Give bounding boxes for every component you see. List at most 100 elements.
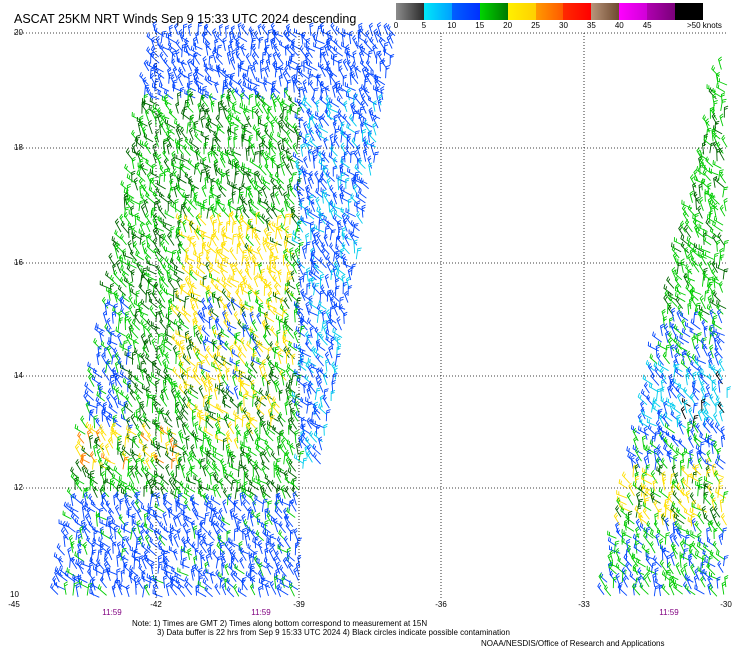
- wind-barb: [294, 400, 300, 414]
- wind-barb: [317, 62, 327, 71]
- wind-barb: [328, 71, 337, 85]
- wind-barb: [148, 105, 158, 115]
- wind-barb: [256, 101, 264, 114]
- wind-barb: [62, 520, 69, 535]
- wind-barb: [166, 124, 175, 135]
- wind-barb: [261, 23, 269, 36]
- wind-barb: [164, 209, 175, 219]
- wind-barb: [250, 529, 258, 541]
- wind-barb: [136, 134, 141, 147]
- wind-barb: [333, 114, 338, 126]
- wind-barb: [81, 504, 87, 520]
- wind-barb: [183, 23, 188, 37]
- wind-barb: [80, 454, 90, 464]
- wind-barb: [200, 312, 210, 324]
- wind-barb: [249, 157, 261, 169]
- wind-barb: [141, 555, 147, 570]
- wind-barb: [269, 341, 275, 353]
- wind-barb: [342, 281, 348, 295]
- wind-barb: [315, 196, 322, 211]
- wind-barb: [650, 372, 660, 386]
- wind-barb: [229, 274, 240, 283]
- wind-barb: [169, 523, 181, 534]
- wind-barb: [92, 525, 104, 535]
- wind-barb: [319, 395, 324, 408]
- wind-barb: [326, 261, 333, 276]
- wind-barb: [283, 87, 292, 101]
- wind-barb: [325, 220, 334, 233]
- wind-barb: [381, 57, 388, 70]
- wind-barb: [353, 130, 360, 142]
- wind-barb: [124, 435, 130, 449]
- wind-barb: [84, 513, 92, 527]
- wind-barb: [207, 378, 213, 393]
- wind-barb: [151, 394, 161, 406]
- wind-barb: [75, 459, 82, 472]
- wind-barb: [283, 535, 291, 549]
- wind-barb: [113, 347, 121, 360]
- wind-barb: [176, 392, 183, 407]
- wind-barb: [80, 498, 87, 512]
- wind-barb: [164, 450, 174, 462]
- wind-barb: [308, 207, 320, 219]
- wind-barb: [348, 113, 357, 127]
- wind-barb: [85, 401, 91, 415]
- wind-barb: [99, 518, 112, 528]
- lat-label-10: 10: [10, 590, 19, 599]
- wind-barb: [187, 388, 199, 399]
- wind-barb: [149, 537, 158, 548]
- wind-barb: [713, 202, 718, 218]
- wind-barb: [297, 262, 304, 275]
- wind-barb: [274, 66, 281, 78]
- wind-barb: [163, 385, 169, 401]
- wind-barb: [136, 215, 146, 226]
- wind-barb: [235, 41, 247, 51]
- wind-barb: [86, 507, 92, 520]
- wind-barb: [153, 222, 165, 232]
- wind-barb: [204, 23, 212, 36]
- wind-barb: [126, 173, 137, 185]
- wind-barb: [77, 438, 85, 450]
- wind-barb: [175, 101, 180, 114]
- wind-barb: [209, 63, 220, 73]
- wind-barb: [285, 233, 292, 247]
- wind-barb: [255, 89, 265, 100]
- wind-barb: [162, 222, 173, 233]
- wind-barb: [207, 451, 216, 463]
- wind-barb: [159, 119, 167, 134]
- wind-barb: [229, 450, 235, 463]
- wind-barb: [233, 410, 244, 422]
- wind-barb: [232, 373, 237, 387]
- wind-barb: [137, 431, 143, 443]
- wind-barb: [265, 429, 274, 442]
- wind-barb: [713, 99, 718, 114]
- wind-barb: [269, 369, 279, 380]
- wind-barb: [309, 325, 314, 339]
- wind-barb: [140, 431, 149, 442]
- wind-barb: [74, 424, 86, 435]
- wind-barb: [180, 59, 186, 72]
- wind-barb: [163, 245, 176, 255]
- wind-barb: [713, 140, 719, 153]
- wind-barb: [95, 417, 103, 430]
- wind-barb: [266, 393, 273, 408]
- wind-barb: [67, 546, 72, 561]
- wind-barb: [88, 520, 98, 533]
- wind-barb: [133, 556, 139, 570]
- wind-barb: [352, 110, 359, 122]
- wind-barb: [709, 167, 719, 176]
- wind-barb: [284, 115, 294, 129]
- wind-barb: [704, 475, 714, 485]
- wind-barb: [162, 263, 170, 275]
- wind-barb: [219, 155, 226, 168]
- wind-barb: [335, 285, 340, 297]
- wind-barb: [175, 415, 181, 428]
- wind-barb: [308, 127, 315, 142]
- wind-barb: [138, 200, 145, 211]
- wind-barb: [307, 307, 319, 317]
- wind-barb: [383, 22, 389, 36]
- wind-barb: [314, 224, 325, 233]
- wind-barb: [293, 74, 303, 85]
- wind-barb: [313, 42, 323, 51]
- wind-barb: [171, 50, 177, 64]
